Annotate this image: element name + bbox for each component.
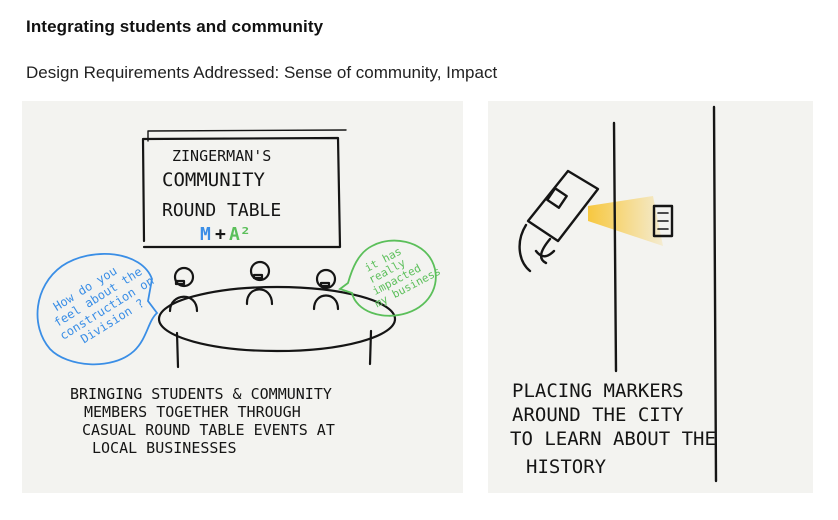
speech-bubble-blue [36, 253, 159, 366]
caption-line-2: MEMBERS TOGETHER THROUGH [84, 403, 301, 421]
page-subtitle: Design Requirements Addressed: Sense of … [26, 63, 498, 82]
page-title: Integrating students and community [26, 17, 324, 36]
light-beam [588, 196, 663, 246]
sign-line-2: COMMUNITY [162, 169, 266, 191]
sign-logo-plus: + [215, 224, 226, 245]
sign-logo-m: M [200, 224, 211, 245]
caption-line-3: TO LEARN ABOUT THE [510, 428, 716, 450]
caption-line-4: LOCAL BUSINESSES [92, 439, 237, 457]
sketch-drawing-right: PLACING MARKERS AROUND THE CITY TO LEARN… [510, 105, 718, 483]
sketch-city-markers: PLACING MARKERS AROUND THE CITY TO LEARN… [488, 101, 813, 493]
speech-bubble-green [338, 239, 437, 317]
caption-line-1: BRINGING STUDENTS & COMMUNITY [70, 385, 332, 403]
caption-line-4: HISTORY [526, 456, 607, 478]
sign-line-3: ROUND TABLE [162, 200, 281, 221]
caption-line-3: CASUAL ROUND TABLE EVENTS AT [82, 421, 335, 439]
caption-line-2: AROUND THE CITY [512, 404, 684, 426]
sign-line-1: ZINGERMAN'S [172, 147, 271, 165]
sketch-drawing-left: ZINGERMAN'S COMMUNITY ROUND TABLE M + A²… [36, 129, 443, 457]
sign-logo-a: A² [229, 224, 251, 245]
caption-line-1: PLACING MARKERS [512, 380, 684, 402]
sketch-community-round-table: ZINGERMAN'S COMMUNITY ROUND TABLE M + A²… [22, 101, 463, 493]
